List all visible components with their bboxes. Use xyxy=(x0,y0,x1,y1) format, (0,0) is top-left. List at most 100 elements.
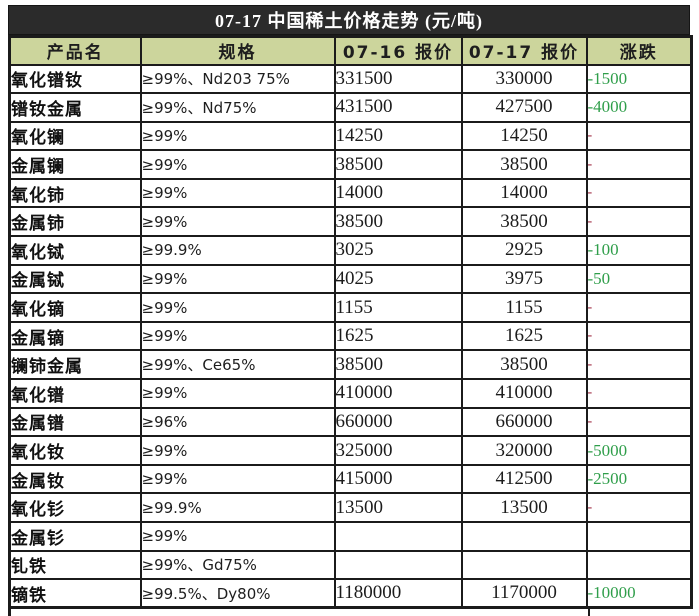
price-0717-cell: 38500 xyxy=(460,149,588,180)
product-name-cell: 钆铁 xyxy=(8,549,142,581)
price-0716-cell: 38500 xyxy=(333,149,463,180)
price-0716-cell: 38500 xyxy=(333,349,463,381)
product-name-cell: 氧化钕 xyxy=(8,435,142,466)
change-cell: - xyxy=(585,378,693,409)
product-name-cell: 镝铁 xyxy=(8,578,142,609)
table-row: 金属钕 ≥99% 415000 412500 -2500 xyxy=(8,463,693,495)
cutoff-partial-row xyxy=(8,609,690,616)
price-0716-cell: 325000 xyxy=(333,435,463,466)
table-body: 氧化镨钕 ≥99%、Nd203 75% 331500 330000 -1500 … xyxy=(8,63,693,609)
price-0716-cell: 660000 xyxy=(333,406,463,438)
product-name-cell: 氧化铽 xyxy=(8,235,142,266)
price-0717-cell: 13500 xyxy=(460,492,588,523)
spec-cell: ≥99.9% xyxy=(139,492,336,523)
product-name-cell: 金属镧 xyxy=(8,149,142,180)
table-row: 钆铁 ≥99%、Gd75% xyxy=(8,549,693,581)
product-name-cell: 金属镨 xyxy=(8,406,142,438)
price-0716-cell: 431500 xyxy=(333,92,463,123)
change-cell: -4000 xyxy=(585,92,693,123)
change-cell: -10000 xyxy=(585,578,693,609)
table-row: 氧化钐 ≥99.9% 13500 13500 - xyxy=(8,492,693,523)
price-0716-cell: 1625 xyxy=(333,320,463,352)
spec-cell: ≥99.9% xyxy=(139,235,336,266)
change-cell: - xyxy=(585,120,693,152)
price-0717-cell: 660000 xyxy=(460,406,588,438)
product-name-cell: 金属铈 xyxy=(8,206,142,238)
change-cell: - xyxy=(585,320,693,352)
price-0717-cell: 427500 xyxy=(460,92,588,123)
table-title: 07-17 中国稀土价格走势 (元/吨) xyxy=(8,5,690,35)
price-0717-cell: 1625 xyxy=(460,320,588,352)
spec-cell: ≥99% xyxy=(139,149,336,180)
spec-cell: ≥99% xyxy=(139,292,336,323)
product-name-header: 产品名 xyxy=(8,35,142,66)
price-0716-cell: 410000 xyxy=(333,378,463,409)
spec-cell: ≥99%、Gd75% xyxy=(139,549,336,581)
price-0716-cell: 3025 xyxy=(333,235,463,266)
product-name-cell: 镨钕金属 xyxy=(8,92,142,123)
price-0716-cell: 14250 xyxy=(333,120,463,152)
table-row: 金属铈 ≥99% 38500 38500 - xyxy=(8,206,693,238)
spec-cell: ≥99% xyxy=(139,378,336,409)
product-name-cell: 氧化镨钕 xyxy=(8,63,142,95)
price-0716-cell: 4025 xyxy=(333,263,463,295)
price-0717-cell: 1155 xyxy=(460,292,588,323)
product-name-cell: 金属铽 xyxy=(8,263,142,295)
price-0717-cell: 14000 xyxy=(460,177,588,209)
price-0716-cell: 1180000 xyxy=(333,578,463,609)
product-name-cell: 氧化铈 xyxy=(8,177,142,209)
change-cell xyxy=(585,549,693,581)
table-row: 氧化镧 ≥99% 14250 14250 - xyxy=(8,120,693,152)
price-0717-cell: 320000 xyxy=(460,435,588,466)
product-name-cell: 氧化镝 xyxy=(8,292,142,323)
price-0717-cell xyxy=(460,521,588,552)
change-cell: -1500 xyxy=(585,63,693,95)
price-0717-cell: 330000 xyxy=(460,63,588,95)
table-row: 氧化铈 ≥99% 14000 14000 - xyxy=(8,177,693,209)
spec-cell: ≥96% xyxy=(139,406,336,438)
spec-cell: ≥99%、Nd75% xyxy=(139,92,336,123)
price-0716-cell: 415000 xyxy=(333,463,463,495)
spec-cell: ≥99%、Nd203 75% xyxy=(139,63,336,95)
price-0717-header: 07-17 报价 xyxy=(460,35,588,66)
price-0717-cell: 2925 xyxy=(460,235,588,266)
table-row: 金属镨 ≥96% 660000 660000 - xyxy=(8,406,693,438)
spec-cell: ≥99% xyxy=(139,120,336,152)
change-cell: - xyxy=(585,349,693,381)
change-cell: - xyxy=(585,406,693,438)
table-row: 金属镧 ≥99% 38500 38500 - xyxy=(8,149,693,180)
product-name-cell: 氧化钐 xyxy=(8,492,142,523)
table-row: 氧化镝 ≥99% 1155 1155 - xyxy=(8,292,693,323)
header-row: 产品名 规格 07-16 报价 07-17 报价 涨跌 xyxy=(8,35,693,66)
spec-header: 规格 xyxy=(139,35,336,66)
price-0716-cell xyxy=(333,521,463,552)
product-name-cell: 氧化镧 xyxy=(8,120,142,152)
table-row: 镝铁 ≥99.5%、Dy80% 1180000 1170000 -10000 xyxy=(8,578,693,609)
spec-cell: ≥99% xyxy=(139,463,336,495)
spec-cell: ≥99% xyxy=(139,521,336,552)
change-cell: -5000 xyxy=(585,435,693,466)
price-table-sheet: 07-17 中国稀土价格走势 (元/吨) 产品名 规格 07-16 报价 07-… xyxy=(8,5,693,616)
table-row: 氧化钕 ≥99% 325000 320000 -5000 xyxy=(8,435,693,466)
change-cell: - xyxy=(585,206,693,238)
price-0717-cell: 14250 xyxy=(460,120,588,152)
spec-cell: ≥99% xyxy=(139,206,336,238)
price-0717-cell xyxy=(460,549,588,581)
product-name-cell: 金属钕 xyxy=(8,463,142,495)
table-row: 金属铽 ≥99% 4025 3975 -50 xyxy=(8,263,693,295)
price-0716-header: 07-16 报价 xyxy=(333,35,463,66)
product-name-cell: 氧化镨 xyxy=(8,378,142,409)
table-row: 镧铈金属 ≥99%、Ce65% 38500 38500 - xyxy=(8,349,693,381)
product-name-cell: 金属镝 xyxy=(8,320,142,352)
change-cell: - xyxy=(585,149,693,180)
spec-cell: ≥99%、Ce65% xyxy=(139,349,336,381)
change-cell: -2500 xyxy=(585,463,693,495)
spec-cell: ≥99% xyxy=(139,177,336,209)
price-table: 产品名 规格 07-16 报价 07-17 报价 涨跌 氧化镨钕 ≥99%、Nd… xyxy=(8,35,693,610)
change-header: 涨跌 xyxy=(585,35,693,66)
price-0717-cell: 1170000 xyxy=(460,578,588,609)
price-0716-cell xyxy=(333,549,463,581)
table-row: 氧化镨 ≥99% 410000 410000 - xyxy=(8,378,693,409)
price-0716-cell: 331500 xyxy=(333,63,463,95)
